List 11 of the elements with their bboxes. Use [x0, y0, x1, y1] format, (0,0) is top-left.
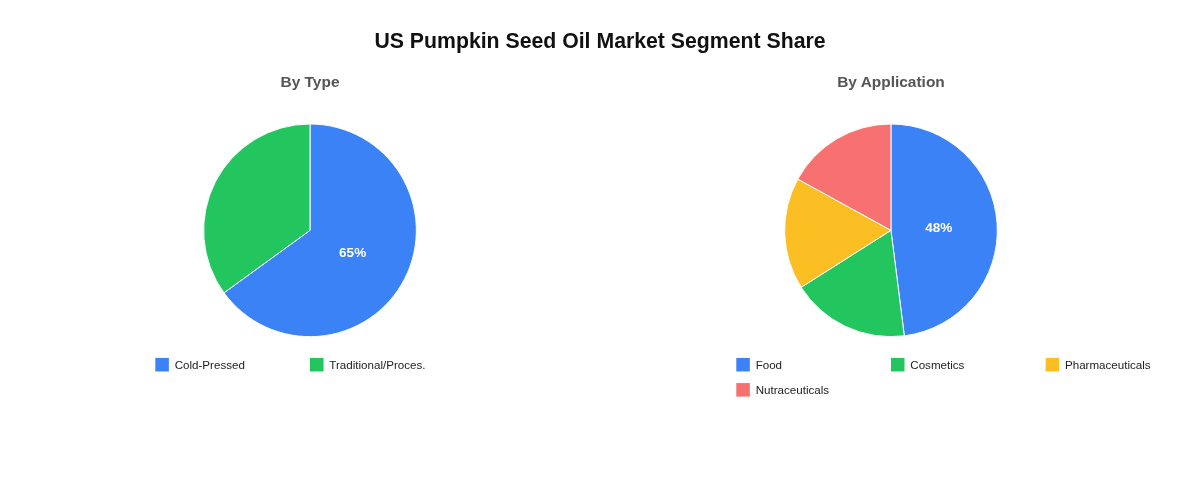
legend-label: Nutraceuticals: [755, 382, 830, 396]
legend-label: Traditional/Proces.: [329, 357, 426, 371]
data-label: 65%: [339, 244, 367, 260]
data-label: 48%: [925, 220, 953, 236]
legend-label: Food: [755, 357, 783, 371]
text: US Pumpkin Seed Oil Market Segment Share: [374, 28, 826, 53]
legend-label: Cosmetics: [910, 357, 965, 371]
chart-subtitle: By Application: [837, 73, 945, 91]
legend-label: Pharmaceuticals: [1064, 357, 1151, 371]
chart-subtitle: By Type: [280, 73, 340, 91]
legend-label: Cold-Pressed: [174, 357, 245, 371]
